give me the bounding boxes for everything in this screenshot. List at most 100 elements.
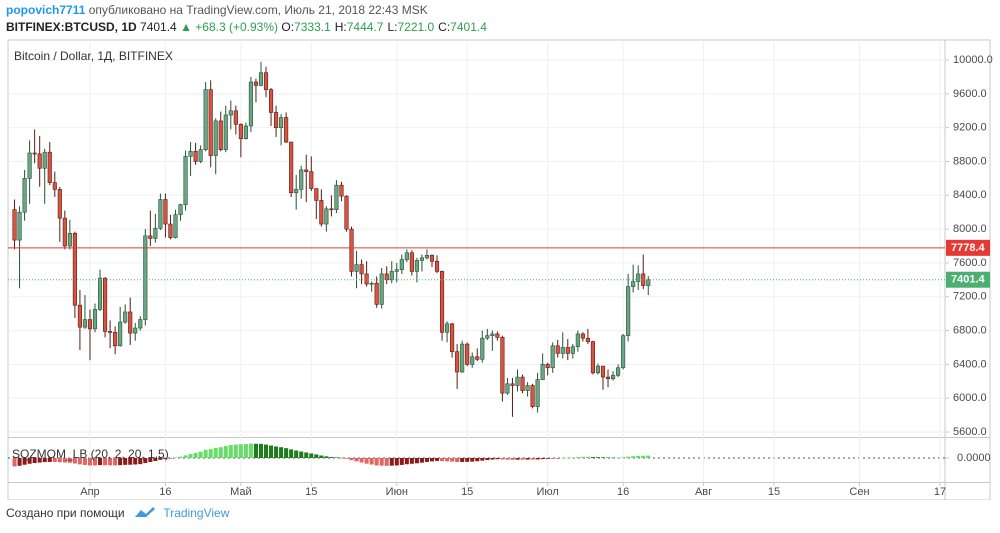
momentum-bar (233, 444, 238, 458)
candle-body (17, 211, 22, 241)
momentum-bar (515, 458, 520, 460)
symbol: BITFINEX:BTCUSD, 1D (6, 20, 137, 34)
candle-body (520, 376, 525, 391)
momentum-bar (616, 457, 621, 459)
candle-body (460, 343, 465, 373)
momentum-bar (379, 458, 384, 466)
momentum-bar (62, 458, 67, 463)
momentum-bar (424, 458, 429, 462)
author[interactable]: popovich7711 (6, 3, 86, 17)
momentum-bar (414, 458, 419, 464)
x-tick-label: 15 (461, 486, 473, 498)
candle-body (429, 255, 435, 262)
candle-body (530, 385, 535, 407)
momentum-bar (540, 458, 545, 460)
candle-body (118, 321, 123, 347)
candle-body (404, 252, 409, 260)
momentum-bar (475, 458, 480, 462)
candle-body (470, 356, 475, 365)
candle-body (354, 264, 359, 272)
momentum-bar (460, 458, 465, 462)
momentum-bar (339, 457, 344, 459)
candle-body (314, 188, 319, 201)
momentum-bar (203, 449, 208, 458)
momentum-bar (435, 458, 440, 461)
published: опубликовано на TradingView.com, Июль 21… (88, 3, 428, 17)
candle-body (384, 273, 389, 281)
momentum-bar (404, 458, 409, 465)
x-tick-label: Сен (849, 486, 869, 498)
ohlc: O:7333.1 H:7444.7 L:7221.0 C:7401.4 (281, 20, 491, 34)
ohlc-key: L: (387, 20, 398, 34)
momentum-bar (550, 458, 555, 459)
candle-body (324, 208, 329, 225)
momentum-bar (163, 458, 168, 459)
momentum-bar (264, 444, 269, 458)
candle-body (47, 151, 52, 183)
momentum-bar (580, 456, 585, 458)
momentum-bar (490, 458, 495, 460)
x-tick-label: 15 (305, 486, 317, 498)
momentum-bar (349, 458, 354, 461)
candle-body (439, 271, 445, 333)
candle-body (208, 89, 213, 156)
momentum-bar (153, 458, 158, 461)
candle-body (279, 117, 284, 128)
momentum-bar (42, 458, 47, 463)
momentum-bar (279, 447, 284, 458)
candle-body (595, 365, 601, 374)
ohlc-key: C: (438, 20, 451, 34)
momentum-bar (133, 458, 138, 465)
candle-body (233, 110, 238, 125)
candle-body (434, 260, 440, 272)
candle-body (103, 277, 108, 332)
momentum-bar (600, 457, 606, 458)
candle-body (450, 323, 455, 352)
momentum-bar (173, 457, 178, 459)
momentum-bar (168, 458, 173, 459)
candle-body (158, 199, 163, 229)
candle-body (263, 72, 269, 90)
candle-body (535, 379, 540, 407)
momentum-bar (485, 458, 490, 461)
momentum-bar (455, 458, 460, 463)
momentum-bar (243, 444, 248, 458)
momentum-bar (495, 458, 500, 460)
momentum-bar (213, 447, 218, 458)
momentum-bar (545, 458, 550, 459)
candle-body (274, 112, 279, 128)
candle-body (52, 182, 57, 190)
ohlc-key: H: (334, 20, 347, 34)
candle-body (188, 151, 193, 157)
candle-body (148, 235, 153, 239)
momentum-bar (274, 446, 279, 458)
momentum-bar (525, 458, 530, 460)
candle-body (424, 255, 430, 259)
momentum-bar (510, 458, 515, 460)
momentum-bar (565, 457, 570, 459)
y-tick-label: 7600.0 (953, 257, 987, 269)
candle-body (143, 235, 148, 320)
momentum-bar (72, 458, 77, 464)
candle-body (87, 319, 93, 330)
momentum-bar (82, 458, 87, 465)
candle-body (183, 156, 188, 205)
momentum-bar (22, 458, 27, 465)
candle-body (97, 277, 103, 310)
momentum-bar (269, 445, 274, 458)
candle-body (545, 364, 550, 369)
footer: Создано при помощи TradingView (6, 506, 229, 520)
candle-body (349, 228, 354, 272)
momentum-bar (445, 458, 450, 462)
candle-body (253, 81, 259, 86)
candle-body (22, 178, 27, 213)
last-price-label: 7401.4 (951, 274, 986, 286)
brand[interactable]: TradingView (163, 506, 230, 520)
candle-body (480, 337, 485, 360)
momentum-bar (409, 458, 414, 464)
candle-body (309, 171, 314, 189)
candle-body (113, 331, 118, 347)
momentum-bar (631, 456, 636, 458)
candle-body (379, 273, 384, 305)
momentum-bar (570, 457, 575, 459)
